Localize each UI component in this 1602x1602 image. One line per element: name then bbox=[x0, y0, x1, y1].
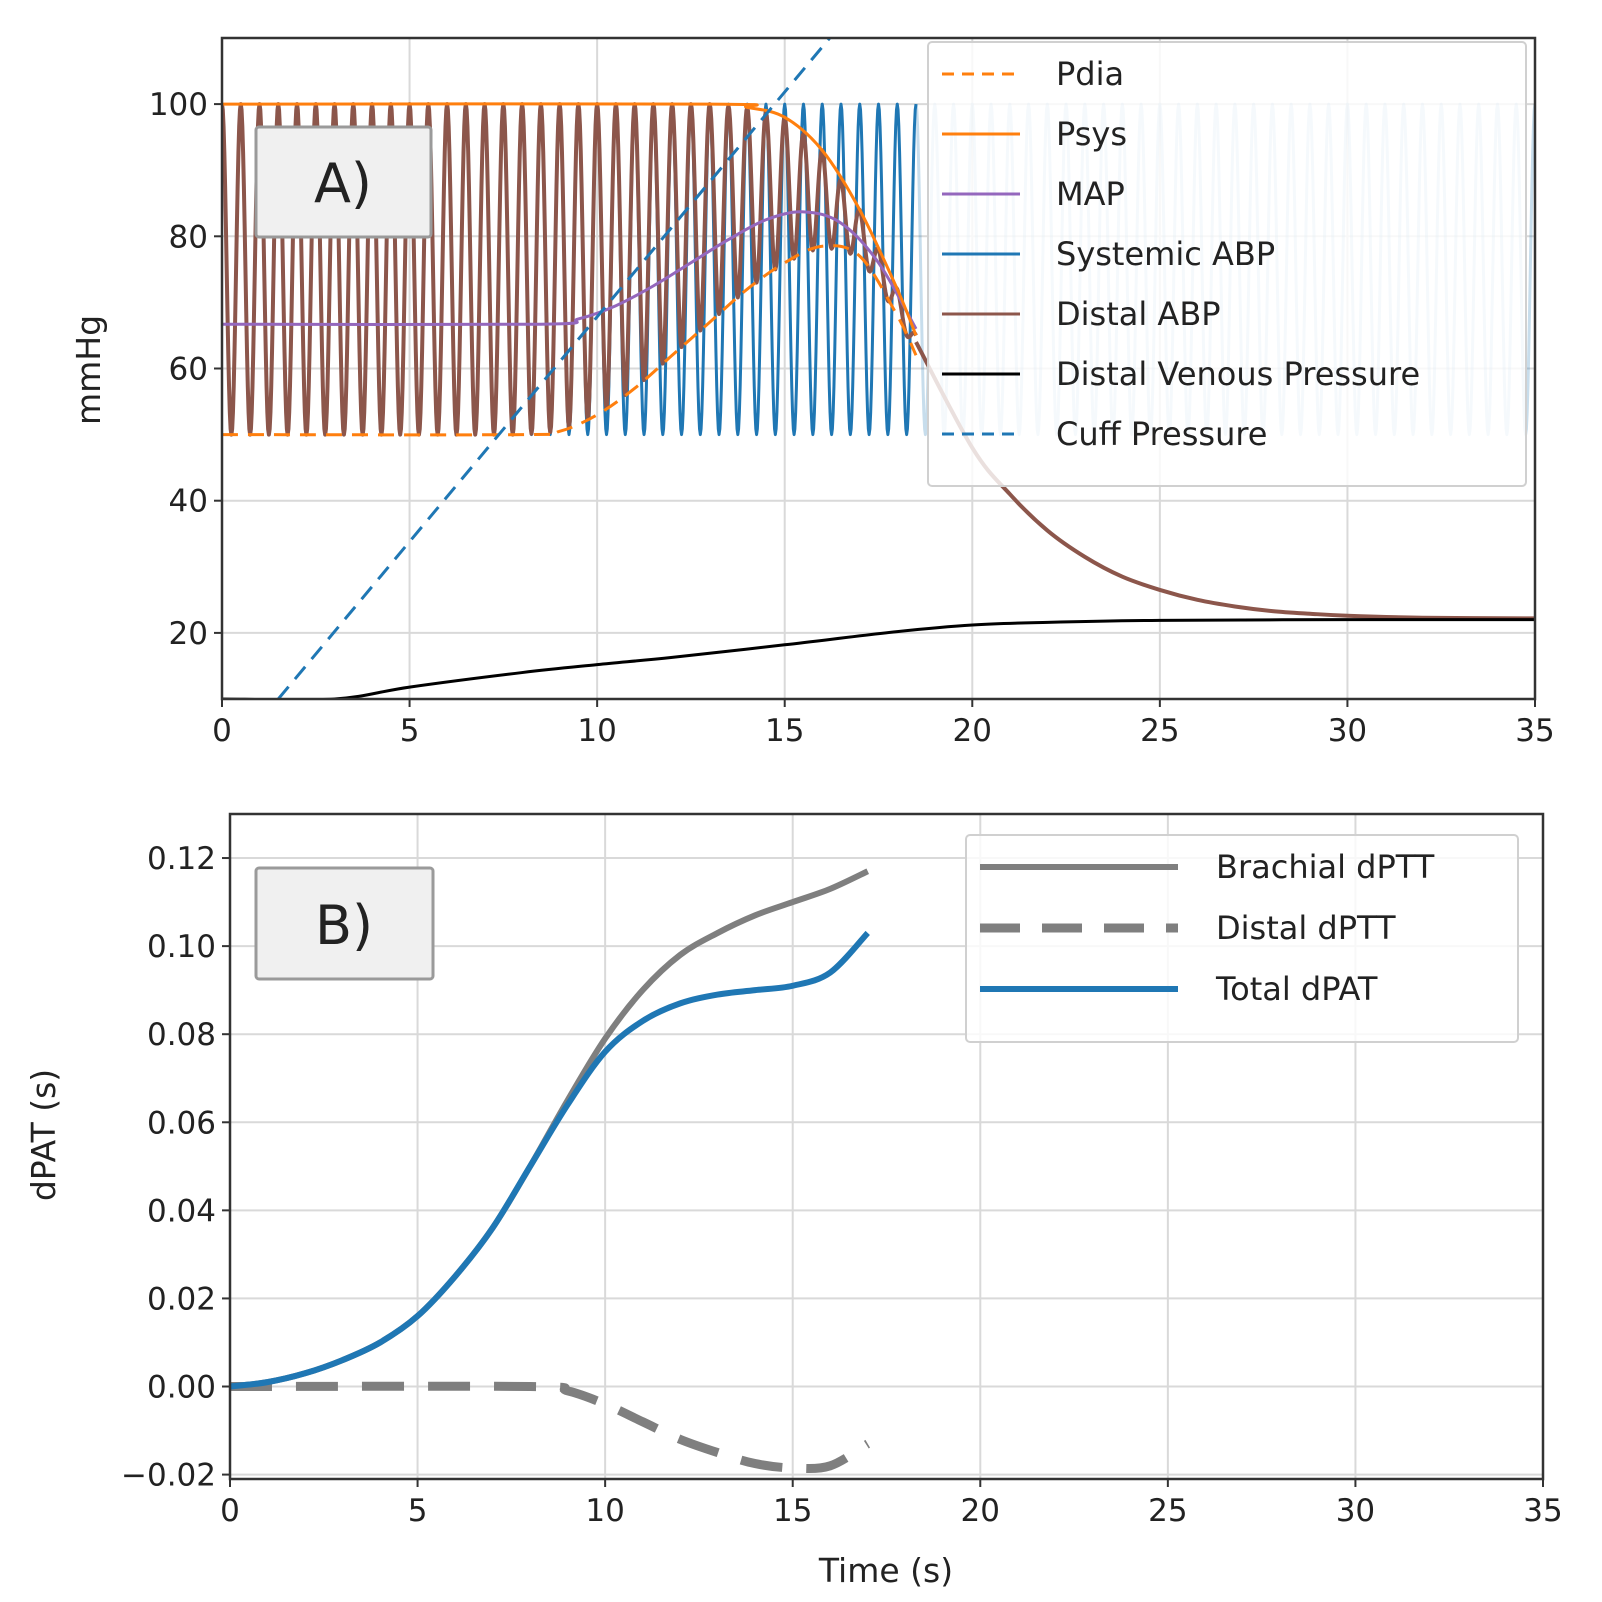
panel-a-xtick-label: 20 bbox=[953, 713, 992, 749]
panel-b-legend-label: Total dPAT bbox=[1215, 970, 1378, 1008]
panel-b-legend-label: Distal dPTT bbox=[1216, 909, 1396, 947]
panel-a-xtick-label: 5 bbox=[400, 713, 420, 749]
panel-a-xtick-label: 15 bbox=[765, 713, 804, 749]
panel-b-ytick-label: 0.10 bbox=[147, 929, 216, 965]
panel-a-xtick-label: 35 bbox=[1515, 713, 1554, 749]
panel-b-xtick-label: 10 bbox=[585, 1493, 624, 1529]
panel-a-legend-label: Pdia bbox=[1056, 55, 1124, 93]
panel-b-xtick-label: 35 bbox=[1523, 1493, 1562, 1529]
panel-b-ylabel: dPAT (s) bbox=[24, 1069, 63, 1201]
panel-a-ytick-label: 100 bbox=[149, 87, 208, 123]
panel-b-xtick-label: 25 bbox=[1148, 1493, 1187, 1529]
panel-a-xtick-label: 10 bbox=[577, 713, 616, 749]
panel-a-ylabel: mmHg bbox=[69, 315, 108, 425]
panel-a-ytick-label: 20 bbox=[169, 616, 208, 652]
panel-a-ytick-label: 80 bbox=[169, 219, 208, 255]
panel-b-xtick-label: 20 bbox=[961, 1493, 1000, 1529]
panel-a-xtick-label: 0 bbox=[212, 713, 232, 749]
panel-b-ytick-label: 0.06 bbox=[147, 1105, 216, 1141]
series-map bbox=[222, 210, 918, 330]
series-distal-venous-pressure bbox=[222, 618, 1535, 699]
panel-b: 0 5 10 15 20 25 30 35 −0.02 0.00 0.02 0.04 0.06 0.08 0… bbox=[24, 812, 1563, 1590]
panel-a-legend-label: Psys bbox=[1056, 115, 1127, 153]
panel-b-ytick-label: 0.08 bbox=[147, 1017, 216, 1053]
series-cuff-pressure bbox=[277, 38, 831, 699]
panel-b-ytick-label: 0.12 bbox=[147, 841, 216, 877]
panel-a-legend-label: Distal ABP bbox=[1056, 295, 1221, 333]
panel-a-legend: Pdia Psys MAP Systemic ABP Distal ABP Distal … bbox=[927, 41, 1527, 487]
series-pdia bbox=[222, 244, 918, 437]
panel-a-legend-label: Cuff Pressure bbox=[1056, 415, 1267, 453]
panel-a-tag-box: A) bbox=[254, 125, 433, 239]
panel-a-legend-label: MAP bbox=[1056, 175, 1125, 213]
panel-b-ticks: 0 5 10 15 20 25 30 35 −0.02 0.00 0.02 0.04 0.06 0.08 0… bbox=[121, 841, 1563, 1529]
panel-a-xtick-label: 25 bbox=[1140, 713, 1179, 749]
panel-b-xtick-label: 0 bbox=[220, 1493, 240, 1529]
panel-b-tag: B) bbox=[315, 894, 373, 957]
series-distal-abp-decay bbox=[914, 341, 1535, 621]
panel-a-ytick-label: 60 bbox=[169, 352, 208, 388]
panel-a-legend-label: Distal Venous Pressure bbox=[1056, 355, 1420, 393]
panel-a-tag: A) bbox=[314, 152, 372, 215]
panel-a-ticks: 0 5 10 15 20 25 30 35 20 40 60 80 100 bbox=[149, 87, 1555, 749]
panel-a-legend-box bbox=[927, 41, 1527, 487]
panel-b-xlabel: Time (s) bbox=[818, 1551, 953, 1590]
panel-b-ytick-label: 0.04 bbox=[147, 1193, 216, 1229]
panel-b-ytick-label: 0.02 bbox=[147, 1281, 216, 1317]
panel-b-ytick-label: 0.00 bbox=[147, 1370, 216, 1406]
panel-a: 0 5 10 15 20 25 30 35 20 40 60 80 100 mmHg A) Pdia Ps… bbox=[69, 36, 1555, 749]
panel-b-lines bbox=[230, 868, 871, 1474]
panel-b-ytick-label: −0.02 bbox=[121, 1458, 216, 1494]
panel-b-frame bbox=[228, 812, 1545, 1481]
series-distal-dptt bbox=[230, 1381, 871, 1474]
panel-b-tag-box: B) bbox=[254, 866, 435, 981]
series-psys bbox=[222, 102, 918, 337]
panel-b-xtick-label: 5 bbox=[408, 1493, 428, 1529]
panel-b-legend: Brachial dPTT Distal dPTT Total dPAT bbox=[965, 834, 1519, 1043]
panel-a-ytick-label: 40 bbox=[169, 484, 208, 520]
panel-a-xtick-label: 30 bbox=[1328, 713, 1367, 749]
panel-a-legend-label: Systemic ABP bbox=[1056, 235, 1275, 273]
panel-b-xtick-label: 15 bbox=[773, 1493, 812, 1529]
panel-b-xtick-label: 30 bbox=[1336, 1493, 1375, 1529]
panel-b-legend-label: Brachial dPTT bbox=[1216, 848, 1435, 886]
series-total-dpat bbox=[230, 930, 870, 1390]
